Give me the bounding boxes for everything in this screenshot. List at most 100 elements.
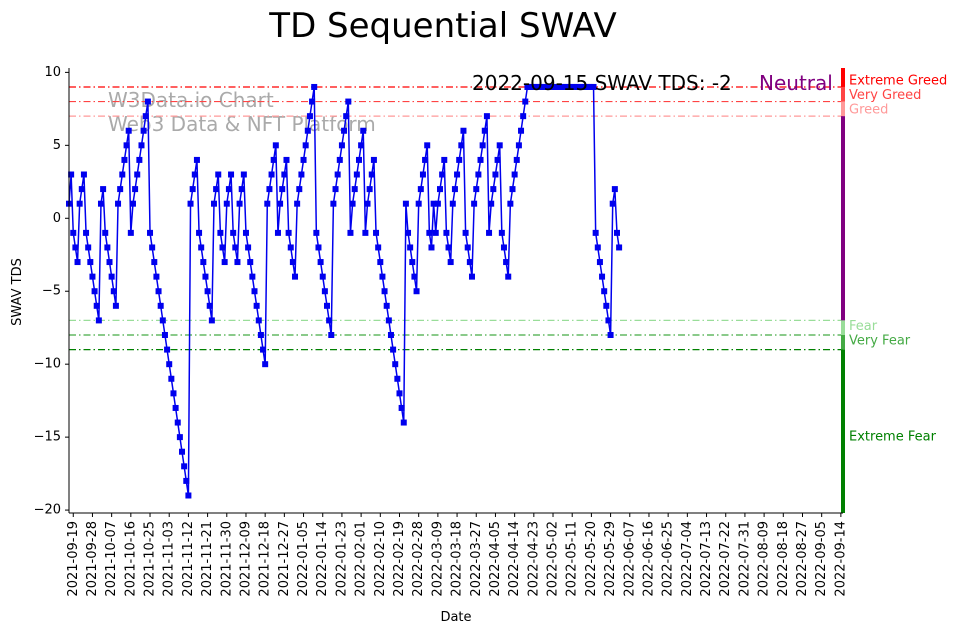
data-point-103	[285, 229, 292, 236]
data-point-191	[473, 186, 480, 193]
data-point-35	[140, 127, 147, 134]
data-point-130	[343, 113, 350, 120]
data-point-143	[370, 156, 377, 163]
data-point-20	[108, 273, 115, 280]
data-point-142	[368, 171, 375, 178]
x-tick-label-6: 2021-11-12	[181, 521, 196, 597]
data-point-193	[477, 156, 484, 163]
data-point-155	[396, 390, 403, 397]
data-point-115	[311, 83, 318, 90]
data-point-77	[230, 229, 237, 236]
data-point-107	[294, 200, 301, 207]
data-point-159	[405, 229, 412, 236]
data-point-184	[458, 142, 465, 149]
zone-bar-6	[841, 349, 845, 513]
data-point-198	[488, 200, 495, 207]
data-point-112	[304, 127, 311, 134]
data-point-204	[500, 244, 507, 251]
data-point-169	[426, 229, 433, 236]
data-point-68	[210, 200, 217, 207]
data-point-83	[242, 229, 249, 236]
x-tick-label-35: 2022-07-31	[737, 521, 752, 597]
data-point-113	[306, 113, 313, 120]
data-point-36	[142, 113, 149, 120]
data-point-94	[266, 186, 273, 193]
data-point-97	[272, 142, 279, 149]
zone-label-2: Greed	[849, 103, 888, 118]
x-tick-label-20: 2022-03-18	[450, 521, 465, 597]
data-point-132	[347, 229, 354, 236]
data-point-87	[251, 288, 258, 295]
data-point-7	[80, 171, 87, 178]
data-point-116	[313, 229, 320, 236]
data-point-125	[332, 186, 339, 193]
data-point-165	[417, 186, 424, 193]
data-point-30	[129, 200, 136, 207]
x-tick-label-15: 2022-02-01	[354, 521, 369, 597]
data-point-44	[159, 317, 166, 324]
x-tick-label-30: 2022-06-16	[641, 521, 656, 597]
data-point-26	[121, 156, 128, 163]
x-tick-label-23: 2022-04-14	[507, 521, 522, 597]
data-point-176	[441, 156, 448, 163]
x-tick-label-28: 2022-05-29	[603, 521, 618, 597]
data-point-49	[170, 390, 177, 397]
data-point-32	[134, 171, 141, 178]
data-point-38	[147, 229, 154, 236]
data-point-74	[223, 200, 230, 207]
data-point-33	[136, 156, 143, 163]
x-tick-label-2: 2021-10-07	[104, 521, 119, 597]
data-point-137	[358, 142, 365, 149]
data-point-57	[187, 200, 194, 207]
x-tick-label-10: 2021-12-18	[258, 521, 273, 597]
x-tick-label-33: 2022-07-13	[699, 521, 714, 597]
data-point-141	[366, 186, 373, 193]
y-tick-label-6: 10	[44, 65, 61, 80]
data-point-12	[91, 288, 98, 295]
x-tick-label-32: 2022-07-04	[680, 521, 695, 597]
data-point-70	[215, 171, 222, 178]
data-point-252	[603, 302, 610, 309]
data-point-205	[503, 259, 510, 266]
data-point-109	[298, 171, 305, 178]
data-point-182	[454, 171, 461, 178]
data-point-93	[264, 200, 271, 207]
zone-bar-0	[841, 68, 845, 87]
data-point-21	[110, 288, 117, 295]
x-tick-label-12: 2022-01-05	[296, 521, 311, 597]
data-point-151	[387, 332, 394, 338]
data-point-108	[296, 186, 303, 193]
x-tick-label-29: 2022-06-07	[622, 521, 637, 597]
data-point-73	[221, 259, 228, 266]
axes	[68, 68, 843, 514]
data-point-188	[466, 259, 473, 266]
data-point-123	[328, 332, 335, 338]
data-point-208	[509, 186, 516, 193]
data-point-18	[104, 244, 111, 251]
data-point-152	[390, 346, 397, 353]
data-point-105	[289, 259, 296, 266]
zone-bar-5	[841, 335, 845, 350]
data-point-117	[315, 244, 322, 251]
data-point-119	[319, 273, 326, 280]
data-point-207	[507, 200, 514, 207]
data-point-192	[475, 171, 482, 178]
data-point-47	[166, 361, 173, 368]
x-tick-label-4: 2021-10-25	[143, 521, 158, 597]
x-tick-label-19: 2022-03-09	[430, 521, 445, 597]
data-point-156	[398, 404, 405, 411]
data-point-146	[377, 259, 384, 266]
data-point-250	[599, 273, 606, 280]
data-point-3	[72, 244, 79, 251]
data-point-31	[132, 186, 139, 193]
zone-label-5: Extreme Fear	[849, 430, 937, 445]
data-point-62	[198, 244, 205, 251]
x-tick-label-39: 2022-09-05	[814, 521, 829, 597]
data-point-162	[411, 273, 418, 280]
data-point-196	[483, 113, 490, 120]
data-point-175	[439, 171, 446, 178]
data-point-27	[123, 142, 130, 149]
data-point-190	[471, 200, 478, 207]
data-point-11	[89, 273, 96, 280]
data-point-254	[607, 332, 614, 338]
